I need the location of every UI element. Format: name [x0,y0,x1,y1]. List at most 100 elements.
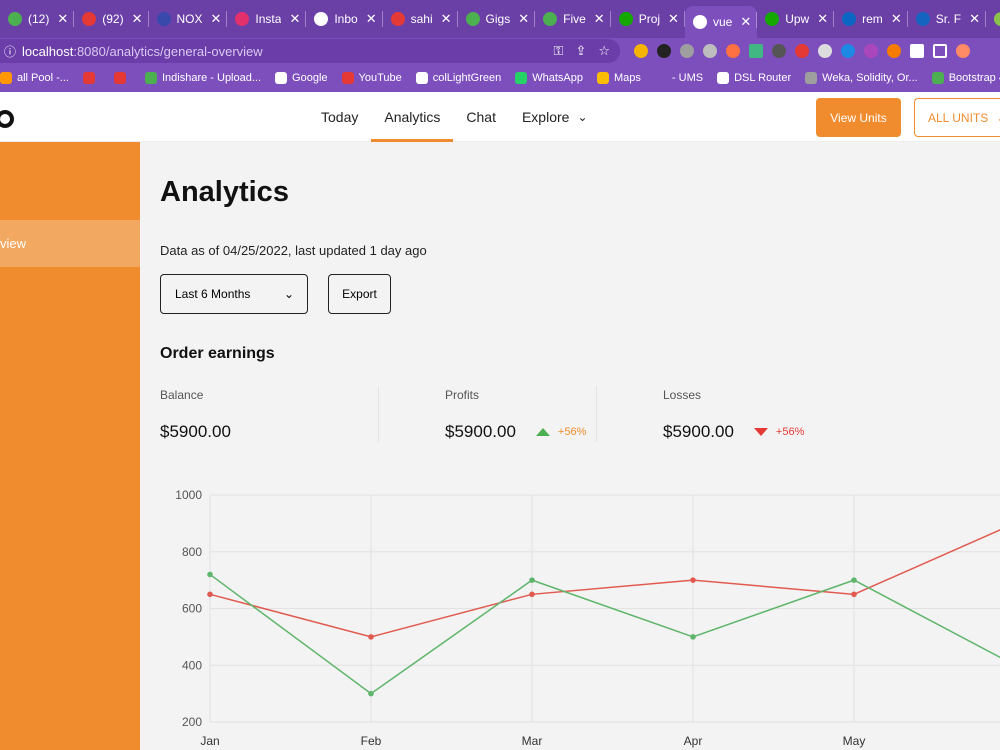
browser-tab[interactable]: Barr✕ [986,5,1000,33]
extension-icon[interactable] [726,44,740,58]
x-tick-label: Feb [361,734,382,748]
bookmark-item[interactable]: Bootstrap 4 Grid [931,72,1000,84]
tab-close-icon[interactable]: ✕ [57,11,69,26]
page-title: Analytics [160,176,289,208]
bookmark-favicon-icon [415,72,428,84]
extension-icon[interactable] [680,44,694,58]
tab-label: Five [563,12,586,26]
bookmark-item[interactable]: - UMS [654,72,703,84]
tab-close-icon[interactable]: ✕ [593,11,605,26]
browser-tab[interactable]: Gigs ✕ [458,5,536,33]
tab-label: Proj [638,12,661,26]
tab-close-icon[interactable]: ✕ [131,11,143,26]
vue-devtools-icon[interactable] [749,44,763,58]
bookmark-favicon-icon [717,72,730,84]
share-icon[interactable]: ⇪ [575,43,587,58]
losses-label: Losses [663,388,702,402]
browser-tab[interactable]: Five ✕ [535,5,611,33]
browser-tab[interactable]: Proj ✕ [611,5,686,33]
nav-today[interactable]: Today [308,92,371,142]
bookmark-item[interactable]: Indishare - Upload... [144,72,262,84]
tab-close-icon[interactable]: ✕ [518,11,530,26]
browser-tab[interactable]: Insta ✕ [227,5,307,33]
tab-favicon-icon [993,12,1000,26]
bookmark-item[interactable]: DSL Router [717,72,791,84]
browser-tab[interactable]: Sr. F ✕ [908,5,987,33]
extensions-area [634,44,970,58]
extension-icon[interactable] [657,44,671,58]
tab-close-icon[interactable]: ✕ [740,14,752,29]
extension-icon[interactable] [772,44,786,58]
balance-label: Balance [160,388,204,402]
browser-tab[interactable]: Inbo ✕ [306,5,383,33]
bookmark-item[interactable] [113,72,131,84]
losses-stat: Losses $5900.00 +56% [663,388,804,442]
tab-close-icon[interactable]: ✕ [817,11,829,26]
extension-icon[interactable] [818,44,832,58]
all-units-label: ALL UNITS [928,110,989,125]
data-point-red [529,591,535,598]
all-units-dropdown[interactable]: ALL UNITS ⌄ [914,98,1000,137]
tab-favicon-icon [543,12,558,26]
bookmark-item[interactable]: YouTube [341,72,402,84]
extension-icon[interactable] [841,44,855,58]
bookmark-item[interactable]: all Pool -... [0,72,69,84]
tab-label: (92) [102,12,124,26]
tab-close-icon[interactable]: ✕ [969,11,980,26]
tab-close-icon[interactable]: ✕ [210,11,222,26]
browser-tab[interactable]: vue ✕ [684,6,758,38]
extension-icon[interactable] [795,44,809,58]
bookmark-item[interactable]: Maps [597,72,641,84]
export-button[interactable]: Export [328,274,391,314]
tab-close-icon[interactable]: ✕ [440,11,452,26]
bookmark-item[interactable] [82,72,100,84]
extension-icon[interactable] [634,44,648,58]
puzzle-icon[interactable] [910,44,924,58]
tab-close-icon[interactable]: ✕ [890,11,902,26]
bookmark-label: Weka, Solidity, Or... [822,72,918,84]
view-units-button[interactable]: View Units [816,98,901,137]
nav-chat[interactable]: Chat [453,92,509,142]
browser-tab[interactable]: Upw ✕ [757,5,835,33]
bookmark-favicon-icon [82,72,95,84]
extension-icon[interactable] [864,44,878,58]
date-range-select[interactable]: Last 6 Months ⌄ [160,274,308,314]
bookmark-item[interactable]: colLightGreen [415,72,501,84]
tab-favicon-icon [915,12,930,26]
browser-tab[interactable]: (92) ✕ [74,5,149,33]
bookmark-label: DSL Router [734,72,792,84]
tab-close-icon[interactable]: ✕ [365,11,377,26]
balance-value: $5900.00 [160,422,231,441]
losses-change: +56% [775,426,805,438]
sidebar-toggle-icon[interactable] [933,44,947,58]
bookmark-favicon-icon [144,72,157,84]
bookmark-item[interactable]: WhatsApp [515,72,583,84]
profile-avatar[interactable] [956,44,970,58]
tab-close-icon[interactable]: ✕ [668,11,679,26]
data-point-green [207,571,213,578]
browser-tab[interactable]: sahi ✕ [383,5,458,33]
bookmark-label: Indishare - Upload... [161,72,262,84]
bookmark-star-icon[interactable]: ☆ [598,43,610,58]
extension-icon[interactable] [703,44,717,58]
bookmark-favicon-icon [515,72,528,84]
app-logo[interactable] [0,110,14,128]
sidebar-item-overview[interactable]: view [0,220,140,267]
nav-analytics[interactable]: Analytics [371,92,454,142]
nav-explore[interactable]: Explore ⌄ [509,92,601,142]
y-tick-label: 200 [182,715,202,729]
nav-chat-label: Chat [466,109,496,125]
tab-label: sahi [410,12,433,26]
bookmark-item[interactable]: Weka, Solidity, Or... [805,72,918,84]
tab-close-icon[interactable]: ✕ [289,11,301,26]
bookmark-item[interactable]: Google [275,72,328,84]
site-info-icon[interactable]: ⓘ [4,44,17,59]
key-icon[interactable]: ⚿ [553,43,564,58]
browser-tab[interactable]: (12) ✕ [0,5,75,33]
browser-tab[interactable]: rem ✕ [834,5,908,33]
browser-tab[interactable]: NOX ✕ [149,5,228,33]
extension-icon[interactable] [887,44,901,58]
data-point-green [529,577,535,583]
url-field[interactable]: ⓘ localhost:8080/analytics/general-overv… [0,39,620,63]
